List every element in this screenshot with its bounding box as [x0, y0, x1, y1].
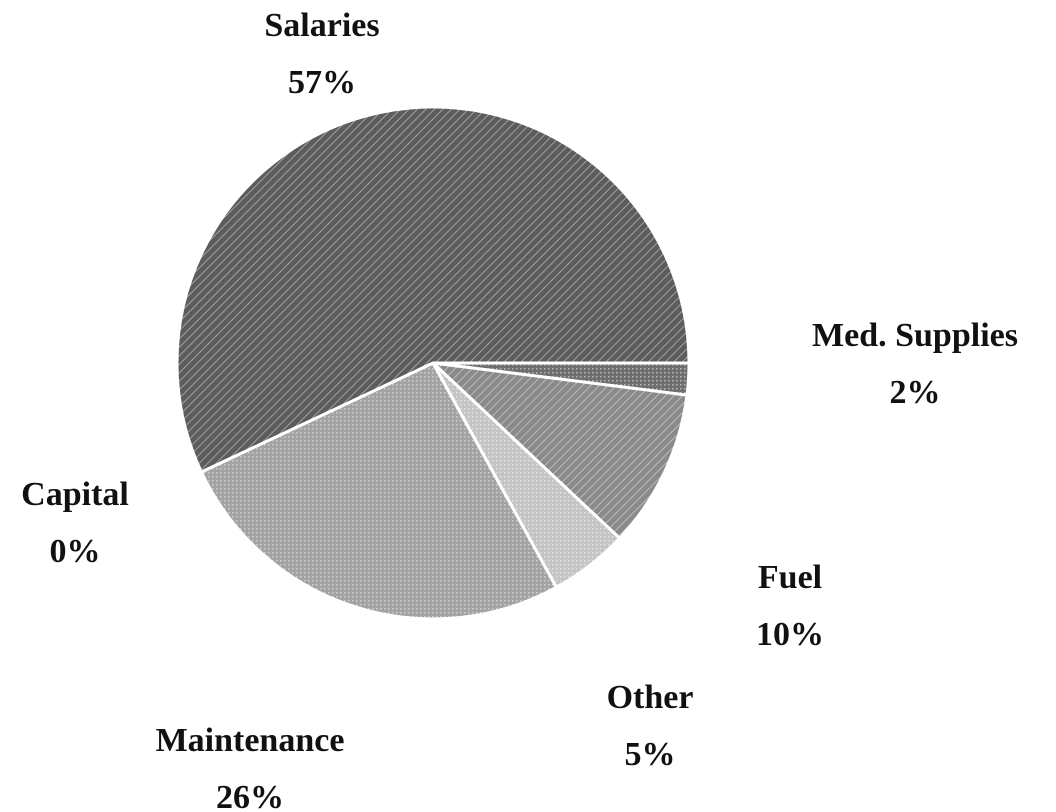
slice-value-label: 0% [50, 533, 101, 570]
slice-value-label: 5% [625, 736, 676, 773]
slice-label: Maintenance [156, 722, 345, 759]
slice-value-label: 2% [890, 374, 941, 411]
slice-label: Other [607, 679, 694, 716]
slice-value-label: 10% [756, 616, 824, 653]
slice-texture [433, 363, 687, 539]
slice-label: Salaries [264, 7, 379, 44]
slice-value-label: 57% [288, 64, 356, 101]
slice-texture [201, 363, 557, 619]
slice-label: Med. Supplies [812, 317, 1018, 354]
slice-label: Fuel [758, 559, 822, 596]
slice-value-label: 26% [216, 779, 284, 812]
slice-texture [433, 363, 620, 588]
slice-label: Capital [21, 476, 129, 513]
slice-texture [176, 107, 689, 472]
